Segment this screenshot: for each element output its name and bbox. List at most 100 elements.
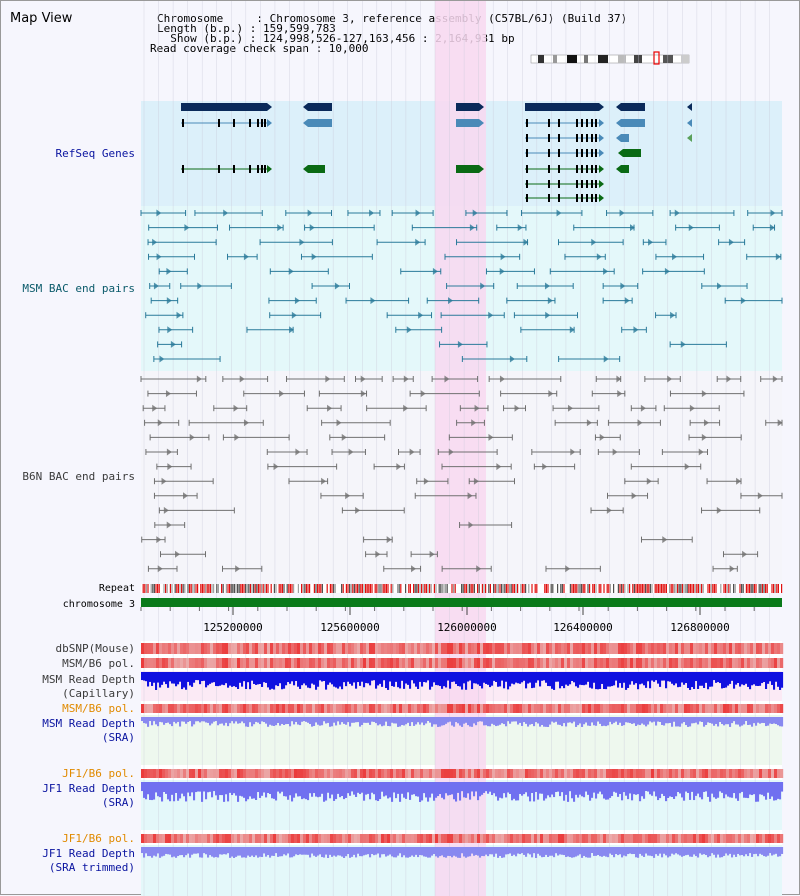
depth-bar [539, 782, 542, 794]
depth-bar [759, 672, 762, 686]
exon [581, 194, 583, 202]
polymorphism-cell [732, 643, 736, 654]
depth-bar [209, 847, 212, 856]
polymorphism-cell [324, 643, 328, 654]
polymorphism-cell [267, 704, 271, 713]
polymorphism-cell [507, 704, 511, 713]
depth-bar [505, 847, 508, 855]
depth-bar [599, 672, 602, 689]
repeat-element [742, 584, 744, 593]
depth-bar [273, 847, 276, 856]
refseq-genes-track[interactable] [181, 103, 692, 202]
polymorphism-cell [384, 834, 388, 843]
depth-bar [293, 782, 296, 798]
repeat-element [211, 584, 213, 593]
read-depth-tracks[interactable] [141, 672, 784, 858]
polymorphism-cell [180, 658, 184, 668]
depth-bar [275, 672, 278, 686]
polymorphism-cell [153, 769, 157, 778]
depth-bar [643, 672, 646, 686]
chromosome-ideogram[interactable] [530, 51, 690, 65]
polymorphism-cell [540, 769, 544, 778]
b6n-bac-track[interactable] [140, 375, 783, 573]
exon [595, 165, 597, 173]
gene-arrow [303, 119, 308, 127]
polymorphism-cell [591, 658, 595, 668]
polymorphism-cell [465, 643, 469, 654]
depth-bar [349, 847, 352, 858]
depth-bar [375, 672, 378, 689]
polymorphism-cell [519, 834, 523, 843]
exon [558, 149, 560, 157]
depth-bar [341, 847, 344, 857]
polymorphism-cell [363, 769, 367, 778]
polymorphism-cell [375, 704, 379, 713]
polymorphism-cell [609, 658, 613, 668]
depth-bar [565, 847, 568, 857]
depth-bar [551, 717, 554, 722]
depth-bar [715, 717, 718, 724]
polymorphism-cell [444, 643, 448, 654]
bac-end-marker [701, 390, 707, 398]
depth-bar [629, 847, 632, 854]
polymorphism-cell [141, 643, 145, 654]
depth-bar [585, 672, 588, 685]
depth-bar [295, 672, 298, 682]
polymorphism-cell [609, 834, 613, 843]
depth-bar [337, 782, 340, 794]
depth-bar [711, 847, 714, 854]
polymorphism-cell [666, 704, 670, 713]
polymorphism-cell [174, 704, 178, 713]
polymorphism-cell [720, 643, 724, 654]
polymorphism-cell [690, 834, 694, 843]
repeat-element [189, 584, 191, 593]
polymorphism-cell [537, 769, 541, 778]
depth-bar [303, 847, 306, 855]
depth-bar [147, 847, 150, 857]
polymorphism-cell [240, 704, 244, 713]
depth-bar [199, 672, 202, 685]
depth-bar [593, 672, 596, 683]
depth-bar [697, 672, 700, 689]
polymorphism-cell [264, 643, 268, 654]
depth-bar [229, 782, 232, 793]
polymorphism-tracks[interactable] [141, 643, 784, 843]
polymorphism-cell [444, 834, 448, 843]
repeat-element [699, 584, 701, 593]
depth-bar [361, 672, 364, 682]
polymorphism-cell [447, 769, 451, 778]
polymorphism-cell [471, 834, 475, 843]
repeat-track[interactable] [141, 584, 783, 593]
polymorphism-cell [480, 643, 484, 654]
polymorphism-cell [162, 769, 166, 778]
depth-bar [705, 847, 708, 856]
depth-bar [779, 782, 782, 800]
depth-bar [477, 717, 480, 722]
polymorphism-cell [516, 643, 520, 654]
polymorphism-cell [231, 834, 235, 843]
polymorphism-cell [564, 704, 568, 713]
repeat-element [259, 584, 261, 593]
repeat-element [227, 584, 229, 593]
polymorphism-cell [663, 769, 667, 778]
polymorphism-cell [570, 834, 574, 843]
polymorphism-cell [618, 643, 622, 654]
msm-bac-track[interactable] [140, 209, 783, 363]
depth-bar [371, 717, 374, 722]
polymorphism-cell [228, 643, 232, 654]
polymorphism-cell [735, 643, 739, 654]
repeat-element [733, 584, 735, 593]
depth-bar [367, 672, 370, 684]
depth-bar [549, 717, 552, 725]
depth-bar [447, 782, 450, 796]
polymorphism-cell [657, 704, 661, 713]
polymorphism-cell [615, 643, 619, 654]
depth-bar [741, 782, 744, 792]
polymorphism-cell [513, 704, 517, 713]
polymorphism-cell [237, 643, 241, 654]
polymorphism-cell [279, 658, 283, 668]
bac-end-marker [159, 355, 165, 363]
bac-end-marker [396, 463, 402, 471]
polymorphism-cell [402, 704, 406, 713]
